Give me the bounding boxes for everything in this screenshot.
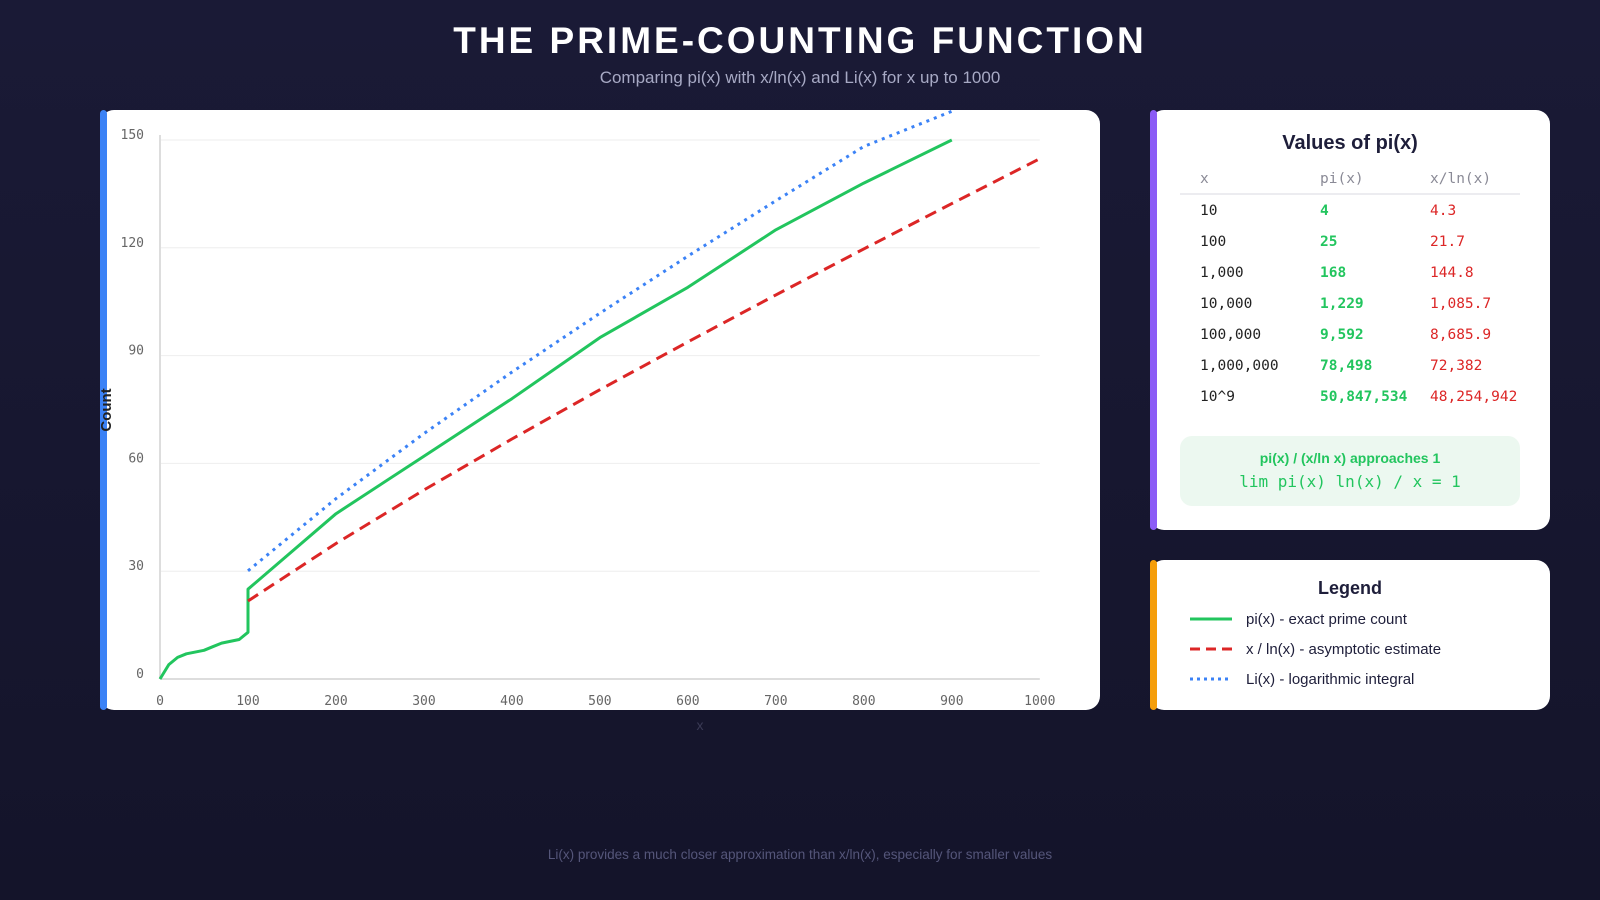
values-table-card: Values of pi(x) x pi(x) x/ln(x) 10 4 4.3 10…: [1150, 110, 1550, 530]
x-tick-label: 0: [156, 694, 164, 709]
cell-xlnx: 21.7: [1430, 234, 1465, 250]
y-tick-label: 90: [128, 344, 144, 359]
table-row: 1,000,000 78,498 72,382: [1180, 350, 1520, 381]
cell-pi: 78,498: [1320, 358, 1373, 374]
column-header: x: [1180, 171, 1300, 195]
values-table: x pi(x) x/ln(x) 10 4 4.3 100 25 21.7 1,000 168 1…: [1180, 171, 1520, 412]
cell-xlnx: 72,382: [1430, 358, 1483, 374]
dotted-line-icon: [1190, 677, 1232, 681]
x-tick-label: 800: [852, 694, 875, 709]
column-header: pi(x): [1300, 171, 1410, 195]
limit-note: pi(x) / (x/ln x) approaches 1 lim pi(x) …: [1180, 436, 1520, 506]
cell-pi: 9,592: [1320, 327, 1364, 343]
table-row: 1,000 168 144.8: [1180, 257, 1520, 288]
cell-pi: 25: [1320, 234, 1338, 250]
x-tick-label: 100: [236, 694, 259, 709]
cell-x: 1,000: [1200, 265, 1244, 281]
x-tick-label: 300: [412, 694, 435, 709]
legend-label: x / ln(x) - asymptotic estimate: [1246, 640, 1442, 658]
footer-note: Li(x) provides a much closer approximati…: [547, 847, 1053, 862]
cell-x: 100,000: [1200, 327, 1262, 343]
x-tick-label: 600: [676, 694, 699, 709]
x-tick-label: 200: [324, 694, 347, 709]
li-series-line: [247, 109, 953, 572]
page-subtitle: Comparing pi(x) with x/ln(x) and Li(x) f…: [599, 68, 1001, 87]
cell-x: 10,000: [1200, 296, 1253, 312]
note-text: pi(x) / (x/ln x) approaches 1: [1259, 450, 1441, 466]
legend-item-li: Li(x) - logarithmic integral: [1190, 669, 1550, 689]
chart: 0 30 60 90 120 150 0 100 200 300 400 500 600 700 800 90…: [98, 109, 1055, 733]
cell-xlnx: 8,685.9: [1430, 327, 1492, 343]
legend-card: Legend pi(x) - exact prime count x / ln(…: [1150, 560, 1550, 710]
y-tick-label: 0: [136, 667, 144, 682]
solid-line-icon: [1190, 617, 1232, 621]
note-formula: lim pi(x) ln(x) / x = 1: [1239, 472, 1461, 491]
cell-xlnx: 1,085.7: [1430, 296, 1492, 312]
cell-pi: 1,229: [1320, 296, 1364, 312]
table-row: 100 25 21.7: [1180, 226, 1520, 257]
legend-label: Li(x) - logarithmic integral: [1246, 670, 1415, 688]
cell-pi: 50,847,534: [1320, 389, 1408, 405]
x-tick-label: 1000: [1024, 694, 1055, 709]
cell-pi: 168: [1320, 265, 1347, 281]
y-tick-label: 120: [121, 236, 144, 251]
x-tick-label: 500: [588, 694, 611, 709]
cell-xlnx: 4.3: [1430, 203, 1457, 219]
y-axis-label: Count: [98, 388, 115, 431]
dashed-line-icon: [1190, 647, 1232, 651]
cell-pi: 4: [1320, 203, 1329, 219]
x-tick-label: 900: [940, 694, 963, 709]
legend-title: Legend: [1317, 578, 1382, 598]
legend-item-pi: pi(x) - exact prime count: [1190, 609, 1550, 629]
x-tick-label: 700: [764, 694, 787, 709]
cell-x: 10: [1200, 203, 1218, 219]
legend-label: pi(x) - exact prime count: [1246, 610, 1407, 628]
cell-x: 100: [1200, 234, 1227, 250]
table-row: 10,000 1,229 1,085.7: [1180, 288, 1520, 319]
cell-x: 1,000,000: [1200, 358, 1279, 374]
x-axis-label: x: [697, 717, 704, 733]
pi-series-line: [158, 138, 953, 680]
xlnx-series-line: [247, 157, 1041, 603]
table-row: 10^9 50,847,534 48,254,942: [1180, 381, 1520, 412]
legend-item-xlnx: x / ln(x) - asymptotic estimate: [1190, 639, 1550, 659]
cell-xlnx: 48,254,942: [1430, 389, 1518, 405]
chart-card: 0 30 60 90 120 150 0 100 200 300 400 500 600 700 800 90…: [98, 109, 1100, 733]
table-row: 10 4 4.3: [1180, 194, 1520, 226]
page-title: THE PRIME-COUNTING FUNCTION: [453, 20, 1147, 61]
cell-xlnx: 144.8: [1430, 265, 1474, 281]
y-tick-label: 30: [128, 559, 144, 574]
table-row: 100,000 9,592 8,685.9: [1180, 319, 1520, 350]
table-title: Values of pi(x): [1282, 132, 1418, 154]
x-tick-label: 400: [500, 694, 523, 709]
cell-x: 10^9: [1200, 389, 1235, 405]
y-tick-label: 150: [121, 128, 144, 143]
y-tick-label: 60: [128, 451, 144, 466]
column-header: x/ln(x): [1410, 171, 1520, 195]
